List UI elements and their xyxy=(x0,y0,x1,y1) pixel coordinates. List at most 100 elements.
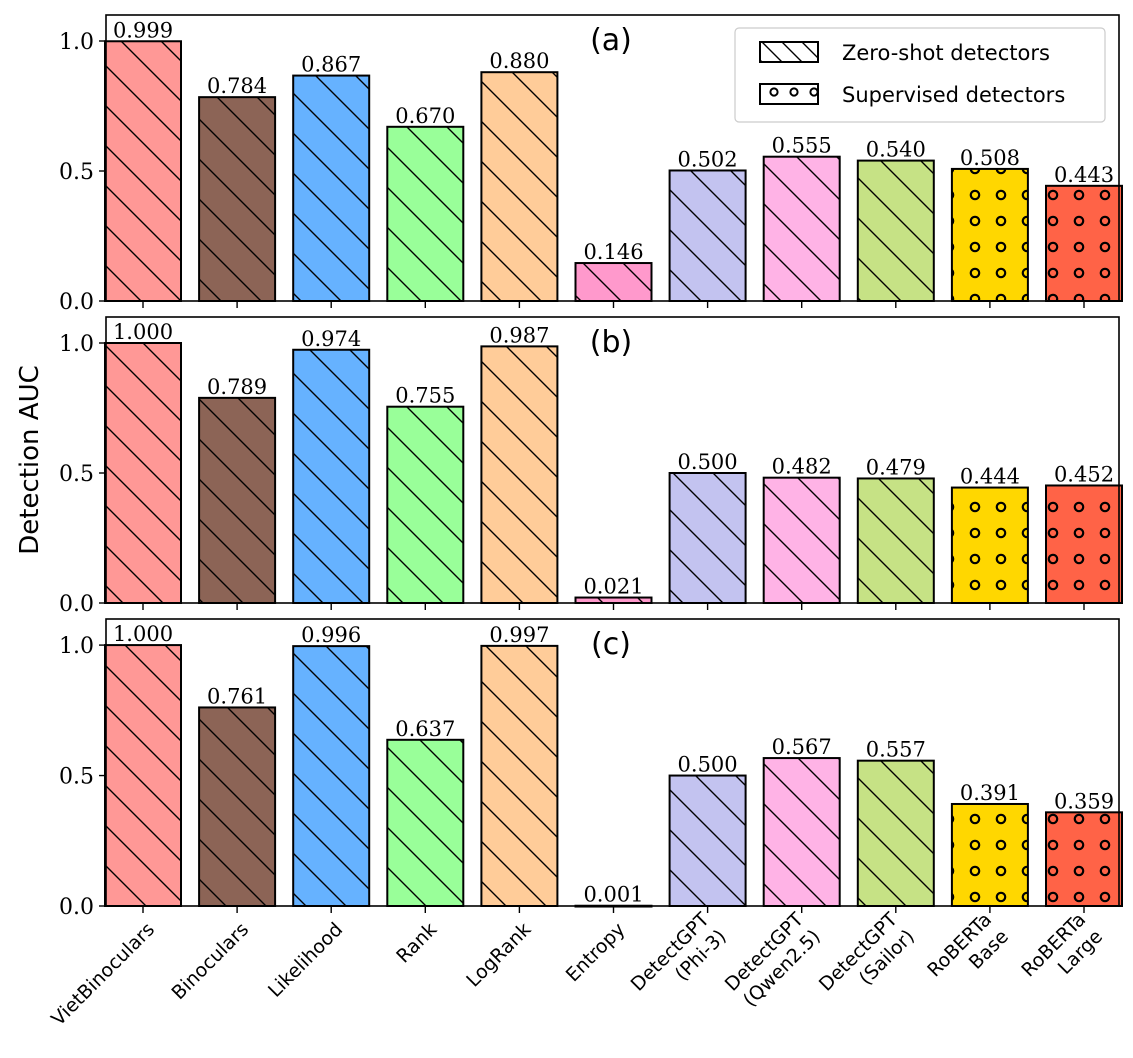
category-label-9: RoBERTaBase xyxy=(923,909,1013,999)
category-label-0: VietBinoculars xyxy=(47,918,159,1030)
bar-6 xyxy=(668,169,747,302)
y-tick-label: 1.0 xyxy=(59,332,94,357)
bar-4 xyxy=(480,644,559,908)
y-tick-label: 0.0 xyxy=(59,592,94,617)
y-tick-label: 0.5 xyxy=(59,462,94,487)
axes-frame xyxy=(105,14,1120,302)
value-label-10: 0.443 xyxy=(1054,163,1114,187)
axes-frame xyxy=(105,316,1120,604)
value-label-5: 0.146 xyxy=(583,240,643,264)
bar-1 xyxy=(198,706,277,907)
category-label-5: Entropy xyxy=(562,918,630,986)
panel-a: 0.999 0.784 0.867 0.670 0.880 0.146 0.502 0.555… xyxy=(59,14,1123,315)
y-axis-title: Detection AUC xyxy=(15,365,45,555)
value-label-0: 1.000 xyxy=(113,622,173,646)
value-label-3: 0.755 xyxy=(395,384,455,408)
value-label-9: 0.391 xyxy=(960,781,1020,805)
value-label-1: 0.784 xyxy=(207,74,267,98)
bar-3 xyxy=(386,738,465,907)
bar-6 xyxy=(668,472,747,604)
y-tick-label: 0.5 xyxy=(59,765,94,790)
value-label-7: 0.555 xyxy=(772,134,832,158)
value-label-7: 0.567 xyxy=(772,735,832,759)
x-category-labels: VietBinoculars Binoculars Likelihood Rank Lo… xyxy=(47,908,1107,1030)
value-label-6: 0.500 xyxy=(678,450,738,474)
legend-label-zero: Zero-shot detectors xyxy=(842,41,1050,65)
bar-1 xyxy=(198,396,277,604)
bar-10 xyxy=(1045,811,1123,907)
value-label-4: 0.997 xyxy=(489,623,549,647)
value-label-5: 0.001 xyxy=(583,883,643,907)
value-label-1: 0.761 xyxy=(207,684,267,708)
value-label-3: 0.637 xyxy=(395,717,455,741)
category-label-10: RoBERTaLarge xyxy=(1017,909,1107,999)
legend-box xyxy=(734,27,1106,123)
value-label-8: 0.479 xyxy=(866,455,926,479)
bar-6 xyxy=(668,774,747,908)
value-label-4: 0.987 xyxy=(489,323,549,347)
bar-2 xyxy=(292,348,371,605)
legend-label-supervised: Supervised detectors xyxy=(842,83,1065,107)
value-label-0: 0.999 xyxy=(113,18,173,42)
legend: Zero-shot detectors Supervised detectors xyxy=(734,27,1106,123)
axes-frame xyxy=(105,618,1120,907)
bar-3 xyxy=(386,125,465,302)
bar-2 xyxy=(292,645,371,907)
bar-9 xyxy=(950,802,1029,908)
value-label-7: 0.482 xyxy=(772,455,832,479)
bar-10 xyxy=(1045,184,1123,303)
category-label-2: Likelihood xyxy=(264,918,347,1001)
y-tick-label: 0.0 xyxy=(59,290,94,315)
bar-7 xyxy=(762,476,841,604)
bar-7 xyxy=(762,155,841,302)
category-label-7: DetectGPT(Qwen2.5) xyxy=(721,908,825,1012)
panel-tag: (c) xyxy=(591,627,631,662)
value-label-5: 0.021 xyxy=(583,575,643,599)
bar-8 xyxy=(856,477,935,604)
bar-8 xyxy=(856,159,935,302)
value-label-2: 0.867 xyxy=(301,53,361,77)
panel-tag: (a) xyxy=(590,23,632,58)
value-label-6: 0.502 xyxy=(678,147,738,171)
bar-9 xyxy=(950,486,1029,604)
value-label-4: 0.880 xyxy=(489,49,549,73)
y-tick-label: 0.0 xyxy=(59,895,94,920)
bar-0 xyxy=(104,342,182,604)
category-label-6: DetectGPT(Phi-3) xyxy=(627,908,731,1012)
category-label-8: DetectGPT(Sailor) xyxy=(815,908,919,1012)
bar-9 xyxy=(950,167,1029,302)
bar-10 xyxy=(1045,484,1123,605)
value-label-3: 0.670 xyxy=(395,104,455,128)
value-label-0: 1.000 xyxy=(113,320,173,344)
y-tick-label: 1.0 xyxy=(59,634,94,659)
panels: 0.999 0.784 0.867 0.670 0.880 0.146 0.502 0.555… xyxy=(59,14,1123,920)
bar-1 xyxy=(198,96,277,302)
bar-4 xyxy=(480,345,559,604)
value-label-9: 0.508 xyxy=(960,146,1020,170)
value-label-8: 0.557 xyxy=(866,738,926,762)
bar-0 xyxy=(104,644,182,907)
bar-2 xyxy=(292,74,371,302)
bar-7 xyxy=(762,757,841,908)
category-label-1: Binoculars xyxy=(167,918,253,1004)
legend-swatch-supervised xyxy=(759,83,819,105)
value-label-9: 0.444 xyxy=(960,465,1020,489)
value-label-1: 0.789 xyxy=(207,375,267,399)
bar-8 xyxy=(856,759,935,908)
value-label-10: 0.452 xyxy=(1054,462,1114,486)
bar-5 xyxy=(574,262,653,303)
bar-3 xyxy=(386,405,465,605)
bar-0 xyxy=(104,40,182,302)
panel-tag: (b) xyxy=(590,325,632,360)
value-label-10: 0.359 xyxy=(1054,789,1114,813)
panel-c: 1.000 0.761 0.996 0.637 0.997 0.001 0.500 0.567… xyxy=(59,618,1123,920)
value-label-8: 0.540 xyxy=(866,138,926,162)
value-label-2: 0.996 xyxy=(301,623,361,647)
bar-4 xyxy=(480,71,559,302)
value-label-6: 0.500 xyxy=(678,753,738,777)
value-label-2: 0.974 xyxy=(301,327,361,351)
y-tick-label: 0.5 xyxy=(59,160,94,185)
category-label-4: LogRank xyxy=(462,918,535,991)
legend-swatch-zero xyxy=(759,41,819,63)
